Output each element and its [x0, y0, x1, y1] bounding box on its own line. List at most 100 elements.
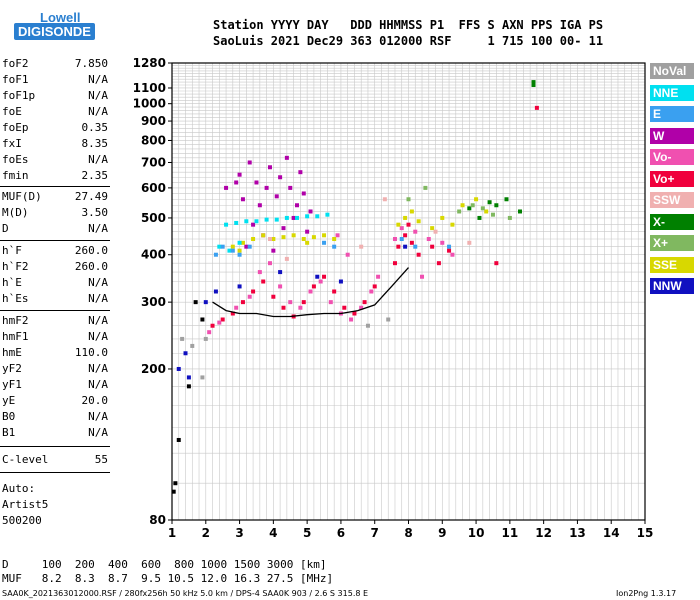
data-point: [467, 206, 472, 211]
param-value: N/A: [88, 362, 108, 375]
logo-lowell: Lowell: [40, 10, 81, 25]
data-point: [494, 203, 499, 208]
data-point: [271, 248, 276, 253]
data-point: [487, 200, 492, 205]
param-name: hmF1: [2, 330, 29, 343]
data-point: [392, 237, 397, 242]
y-tick-label: 500: [141, 211, 166, 225]
data-point: [517, 209, 522, 214]
y-tick-label: 1100: [133, 81, 166, 95]
y-tick-label: 80: [149, 513, 166, 527]
data-point: [274, 217, 279, 222]
data-point: [224, 185, 229, 190]
param-name: h`Es: [2, 292, 29, 305]
param-name: foEp: [2, 121, 29, 134]
header-columns: Station YYYY DAY DDD HHMMSS P1 FFS S AXN…: [213, 18, 604, 32]
auto-program: Artist5: [2, 498, 49, 511]
data-point: [396, 244, 401, 249]
data-point: [186, 384, 191, 389]
data-point: [247, 294, 252, 299]
footer-distance-row: D 100 200 400 600 800 1000 1500 3000 [km…: [2, 558, 327, 571]
data-point: [257, 270, 262, 275]
data-point: [447, 248, 452, 253]
param-value: N/A: [88, 89, 108, 102]
param-row: C-level 55: [2, 452, 108, 468]
param-value: 110.0: [74, 346, 108, 359]
legend-item: X+: [650, 235, 694, 251]
data-point: [217, 244, 222, 249]
data-point: [447, 244, 452, 249]
data-point: [230, 244, 235, 249]
param-row: h`F2 260.0: [2, 259, 108, 275]
data-point: [271, 294, 276, 299]
y-tick-label: 800: [141, 133, 166, 147]
data-point: [332, 244, 337, 249]
logo-digisonde: DIGISONDE: [14, 23, 95, 40]
data-point: [278, 284, 283, 289]
data-point: [423, 185, 428, 190]
data-point: [176, 437, 181, 442]
y-tick-label: 600: [141, 181, 166, 195]
data-point: [399, 226, 404, 231]
data-point: [362, 300, 367, 305]
data-point: [261, 233, 266, 238]
param-value: N/A: [88, 73, 108, 86]
data-point: [224, 222, 229, 227]
param-row: hmF1 N/A: [2, 329, 108, 345]
param-value: N/A: [88, 410, 108, 423]
data-point: [200, 317, 205, 322]
data-point: [308, 289, 313, 294]
legend-item: NoVal: [650, 63, 694, 79]
data-point: [504, 197, 509, 202]
param-value: N/A: [88, 153, 108, 166]
data-point: [298, 170, 303, 175]
data-point: [457, 209, 462, 214]
data-point: [237, 284, 242, 289]
param-value: N/A: [88, 222, 108, 235]
legend-item: NNE: [650, 84, 694, 101]
data-point: [207, 330, 212, 335]
data-point: [386, 317, 391, 322]
param-value: N/A: [88, 105, 108, 118]
data-point: [470, 203, 475, 208]
param-name: fxI: [2, 137, 22, 150]
data-point: [301, 191, 306, 196]
param-name: h`E: [2, 276, 22, 289]
data-point: [288, 300, 293, 305]
data-point: [359, 305, 364, 310]
param-row: foF1 N/A: [2, 72, 108, 88]
data-point: [291, 215, 296, 220]
data-point: [332, 237, 337, 242]
param-row: fxI 8.35: [2, 136, 108, 152]
data-point: [220, 244, 225, 249]
data-point: [173, 481, 178, 486]
y-tick-label: 700: [141, 155, 166, 169]
param-value: N/A: [88, 330, 108, 343]
data-point: [430, 244, 435, 249]
data-point: [484, 209, 489, 214]
data-point: [240, 197, 245, 202]
data-point: [308, 209, 313, 214]
data-point: [416, 219, 421, 224]
param-row: hmF2 N/A: [2, 313, 108, 329]
data-point: [230, 311, 235, 316]
param-row: h`Es N/A: [2, 291, 108, 307]
data-point: [490, 212, 495, 217]
data-point: [436, 261, 441, 266]
data-point: [301, 300, 306, 305]
param-row: M(D) 3.50: [2, 205, 108, 221]
param-row: D N/A: [2, 221, 108, 237]
data-point: [284, 256, 289, 261]
data-point: [409, 240, 414, 245]
data-point: [247, 160, 252, 165]
data-point: [261, 279, 266, 284]
param-name: hmE: [2, 346, 22, 359]
data-point: [315, 274, 320, 279]
data-point: [359, 244, 364, 249]
data-point: [254, 219, 259, 224]
param-row: h`E N/A: [2, 275, 108, 291]
footer-muf-row: MUF 8.2 8.3 8.7 9.5 10.5 12.0 16.3 27.5 …: [2, 572, 334, 585]
param-name: yE: [2, 394, 16, 407]
data-point: [295, 215, 300, 220]
x-tick-label: 12: [535, 526, 552, 540]
